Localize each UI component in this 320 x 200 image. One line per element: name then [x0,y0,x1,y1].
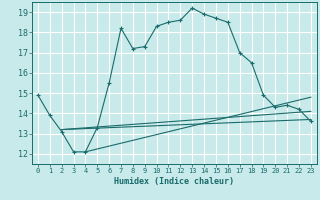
X-axis label: Humidex (Indice chaleur): Humidex (Indice chaleur) [115,177,234,186]
